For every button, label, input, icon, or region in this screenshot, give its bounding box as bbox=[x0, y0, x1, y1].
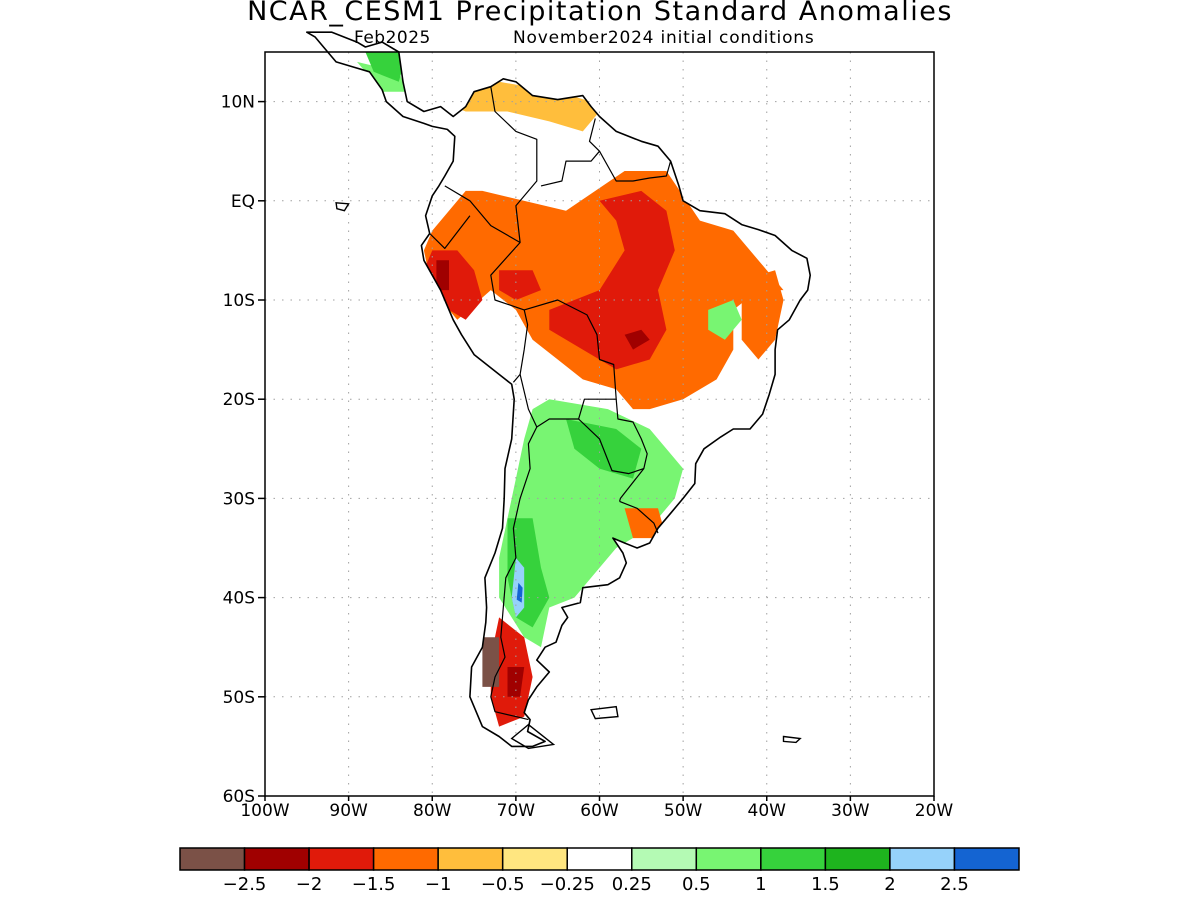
coastlines bbox=[306, 31, 811, 750]
lon-tick-label: 30W bbox=[831, 801, 870, 821]
colorbar-swatch bbox=[243, 847, 310, 871]
colorbar-swatch bbox=[631, 847, 698, 871]
lat-tick-label: 20S bbox=[223, 390, 255, 410]
lon-tick-label: 40W bbox=[748, 801, 787, 821]
lat-tick-label: 30S bbox=[223, 489, 255, 509]
lon-tick-label: 90W bbox=[329, 801, 368, 821]
colorbar-swatch bbox=[437, 847, 504, 871]
colorbar-label: −1.5 bbox=[352, 874, 396, 895]
country-border bbox=[490, 426, 538, 721]
country-border bbox=[429, 215, 471, 249]
lon-tick-label: 70W bbox=[497, 801, 536, 821]
colorbar-swatch bbox=[501, 847, 568, 871]
colorbar-label: 1 bbox=[755, 874, 766, 895]
colorbar-swatch bbox=[760, 847, 827, 871]
colorbar-label: 0.5 bbox=[682, 874, 711, 895]
lat-tick-label: 60S bbox=[223, 787, 255, 807]
anomaly-region bbox=[624, 329, 650, 350]
colorbar-label: 0.25 bbox=[612, 874, 652, 895]
country-border bbox=[444, 86, 538, 244]
colorbar-swatch bbox=[179, 847, 246, 871]
country-border bbox=[540, 118, 601, 187]
island-coastline bbox=[590, 705, 619, 720]
forecast-month: Feb2025 bbox=[354, 28, 431, 48]
country-border bbox=[619, 468, 645, 502]
lat-tick-label: 10N bbox=[221, 93, 255, 113]
anomaly-region bbox=[365, 52, 408, 82]
colorbar-swatch bbox=[695, 847, 762, 871]
country-border bbox=[598, 150, 672, 182]
colorbar-swatch bbox=[824, 847, 891, 871]
anomaly-region bbox=[499, 270, 541, 300]
colorbar-label: −2 bbox=[296, 874, 323, 895]
colorbar-swatch bbox=[308, 847, 375, 871]
lon-tick-label: 60W bbox=[580, 801, 619, 821]
chart-title: NCAR_CESM1 Precipitation Standard Anomal… bbox=[247, 0, 953, 27]
anomaly-region bbox=[357, 61, 408, 92]
colorbar-label: −0.25 bbox=[540, 874, 595, 895]
colorbar-label: −2.5 bbox=[223, 874, 267, 895]
anomaly-layer bbox=[357, 52, 784, 727]
anomaly-region bbox=[549, 190, 675, 370]
lat-tick-label: 50S bbox=[223, 688, 255, 708]
country-border bbox=[490, 242, 529, 383]
colorbar-label: 2 bbox=[884, 874, 895, 895]
continent-coastline bbox=[306, 31, 811, 748]
lon-tick-label: 80W bbox=[413, 801, 452, 821]
lat-tick-label: 10S bbox=[223, 291, 255, 311]
colorbar-swatch bbox=[953, 847, 1020, 871]
grid-lines bbox=[265, 52, 934, 796]
country-border bbox=[619, 500, 659, 534]
anomaly-region bbox=[436, 260, 449, 291]
colorbar: −2.5 −2 −1.5 −1 −0.5 −0.25 0.25 0.5 1 1.5 2 2.5 bbox=[179, 847, 1020, 895]
island-coastline bbox=[782, 735, 802, 744]
lat-tick-label: 40S bbox=[223, 589, 255, 609]
island-coastline bbox=[335, 202, 350, 212]
country-border bbox=[578, 399, 648, 475]
lon-tick-label: 50W bbox=[664, 801, 703, 821]
lon-tick-label: 20W bbox=[915, 801, 954, 821]
colorbar-swatch bbox=[566, 847, 633, 871]
colorbar-label: −0.5 bbox=[481, 874, 525, 895]
lon-tick-label: 100W bbox=[240, 801, 289, 821]
colorbar-swatch bbox=[889, 847, 956, 871]
initial-conditions: November2024 initial conditions bbox=[513, 28, 815, 48]
colorbar-label: 1.5 bbox=[811, 874, 840, 895]
anomaly-region bbox=[708, 300, 742, 340]
colorbar-swatch bbox=[372, 847, 439, 871]
island-coastline bbox=[510, 723, 556, 750]
lat-tick-label: EQ bbox=[231, 192, 255, 212]
colorbar-label: 2.5 bbox=[940, 874, 969, 895]
colorbar-label: −1 bbox=[425, 874, 452, 895]
anomaly-region bbox=[482, 637, 500, 687]
anomaly-region bbox=[741, 270, 784, 360]
